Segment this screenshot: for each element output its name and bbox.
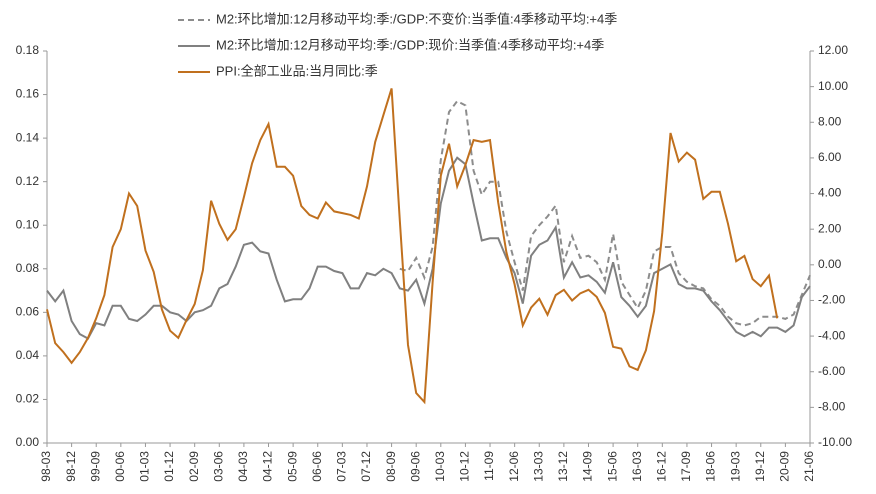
x-tick-label: 07-12 <box>359 451 373 482</box>
series-line <box>46 156 811 340</box>
series-line <box>46 88 779 405</box>
x-tick-label: 09-06 <box>408 451 422 482</box>
y-tick-label: 0.16 <box>16 87 40 101</box>
y2-tick-label: -6.00 <box>818 364 846 378</box>
y2-tick-label: -4.00 <box>818 328 846 342</box>
x-tick-label: 10-12 <box>458 451 472 482</box>
y-tick-label: 0.04 <box>16 348 40 362</box>
x-tick-label: 08-09 <box>384 451 398 482</box>
x-tick-label: 20-09 <box>778 451 792 482</box>
y-tick-label: 0.12 <box>16 174 40 188</box>
x-tick-label: 06-06 <box>310 451 324 482</box>
x-tick-label: 04-03 <box>236 451 250 482</box>
y2-tick-label: 0.00 <box>818 257 842 271</box>
x-tick-label: 04-12 <box>261 451 275 482</box>
x-tick-label: 11-09 <box>482 451 496 481</box>
x-tick-label: 07-03 <box>335 451 349 482</box>
y2-tick-label: 2.00 <box>818 221 842 235</box>
y2-tick-label: 10.00 <box>818 79 848 93</box>
x-tick-label: 98-12 <box>64 451 78 482</box>
x-tick-label: 13-03 <box>531 451 545 482</box>
y-tick-label: 0.18 <box>16 43 40 57</box>
x-tick-label: 10-03 <box>433 451 447 482</box>
y2-tick-label: 12.00 <box>818 43 848 57</box>
x-tick-label: 21-06 <box>802 451 816 482</box>
y2-tick-label: -10.00 <box>818 435 852 449</box>
y2-tick-label: 4.00 <box>818 186 842 200</box>
y-tick-label: 0.00 <box>16 435 40 449</box>
x-tick-label: 13-12 <box>556 451 570 482</box>
y2-tick-label: -2.00 <box>818 293 846 307</box>
x-tick-label: 14-09 <box>581 451 595 482</box>
x-tick-label: 19-12 <box>753 451 767 482</box>
series-line <box>399 99 811 327</box>
legend-label: PPI:全部工业品:当月同比:季 <box>216 63 378 78</box>
x-tick-label: 17-09 <box>679 451 693 482</box>
x-tick-label: 16-12 <box>654 451 668 482</box>
x-tick-label: 15-06 <box>605 451 619 482</box>
legend-label: M2:环比增加:12月移动平均:季:/GDP:不变价:当季值:4季移动平均:+4… <box>216 11 617 26</box>
y2-tick-label: 8.00 <box>818 114 842 128</box>
x-tick-label: 98-03 <box>39 451 53 482</box>
x-tick-label: 03-06 <box>211 451 225 482</box>
y-tick-label: 0.02 <box>16 392 40 406</box>
x-tick-label: 18-06 <box>704 451 718 482</box>
x-tick-label: 16-03 <box>630 451 644 482</box>
legend-label: M2:环比增加:12月移动平均:季:/GDP:现价:当季值:4季移动平均:+4季 <box>216 37 604 52</box>
y2-tick-label: -8.00 <box>818 400 846 414</box>
x-tick-label: 01-03 <box>138 451 152 482</box>
y-tick-label: 0.14 <box>16 130 40 144</box>
y-tick-label: 0.10 <box>16 217 40 231</box>
x-tick-label: 99-09 <box>88 451 102 482</box>
x-tick-label: 00-06 <box>113 451 127 482</box>
x-tick-label: 12-06 <box>507 451 521 482</box>
x-tick-label: 01-12 <box>162 451 176 482</box>
y2-tick-label: 6.00 <box>818 150 842 164</box>
x-tick-label: 19-03 <box>728 451 742 482</box>
y-tick-label: 0.06 <box>16 305 40 319</box>
x-tick-label: 02-09 <box>187 451 201 482</box>
y-tick-label: 0.08 <box>16 261 40 275</box>
x-tick-label: 05-09 <box>285 451 299 482</box>
